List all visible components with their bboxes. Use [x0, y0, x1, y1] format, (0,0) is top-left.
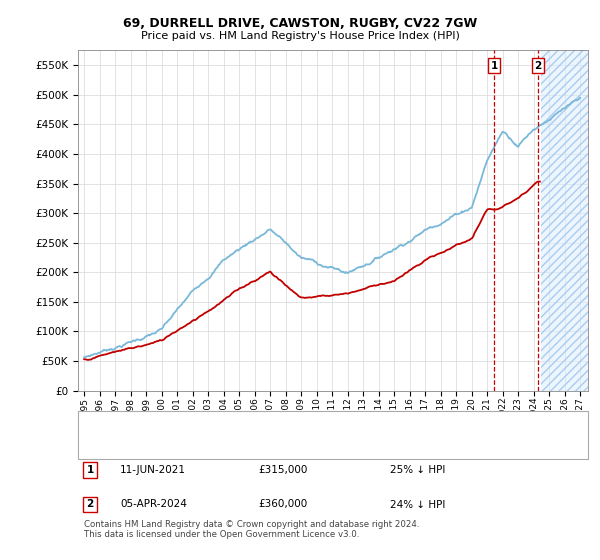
Text: 69, DURRELL DRIVE, CAWSTON, RUGBY, CV22 7GW (detached house): 69, DURRELL DRIVE, CAWSTON, RUGBY, CV22 …: [126, 421, 488, 431]
Text: 11-JUN-2021: 11-JUN-2021: [120, 465, 186, 475]
Text: 05-APR-2024: 05-APR-2024: [120, 500, 187, 510]
Text: £360,000: £360,000: [258, 500, 307, 510]
Text: Contains HM Land Registry data © Crown copyright and database right 2024.
This d: Contains HM Land Registry data © Crown c…: [84, 520, 419, 539]
Text: 1: 1: [86, 465, 94, 475]
Text: 69, DURRELL DRIVE, CAWSTON, RUGBY, CV22 7GW: 69, DURRELL DRIVE, CAWSTON, RUGBY, CV22 …: [123, 17, 477, 30]
Text: Price paid vs. HM Land Registry's House Price Index (HPI): Price paid vs. HM Land Registry's House …: [140, 31, 460, 41]
Text: 2: 2: [86, 500, 94, 510]
Text: 25% ↓ HPI: 25% ↓ HPI: [390, 465, 445, 475]
Text: HPI: Average price, detached house, Rugby: HPI: Average price, detached house, Rugb…: [126, 440, 352, 450]
Text: £315,000: £315,000: [258, 465, 307, 475]
Text: 24% ↓ HPI: 24% ↓ HPI: [390, 500, 445, 510]
Text: 2: 2: [535, 60, 542, 71]
Bar: [541, 50, 588, 390]
Text: 1: 1: [491, 60, 498, 71]
Bar: [541, 50, 588, 390]
